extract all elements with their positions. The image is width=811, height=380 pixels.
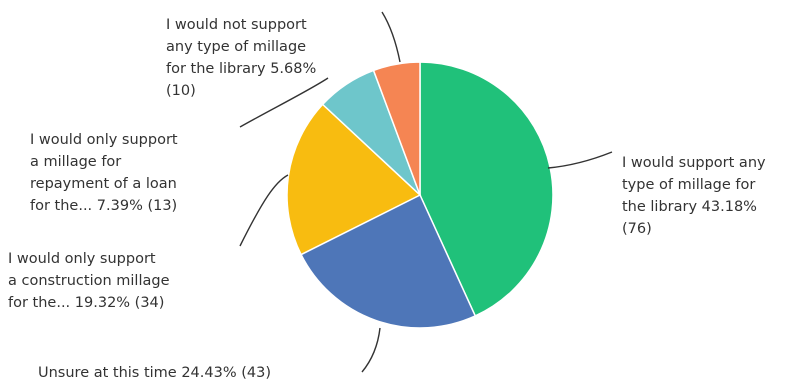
slice-label-line: a millage for — [30, 154, 121, 170]
slice-label-line: Unsure at this time 24.43% (43) — [38, 365, 271, 380]
slice-label: Unsure at this time 24.43% (43) — [38, 365, 271, 380]
slice-label-line: (10) — [166, 83, 196, 99]
slice-label: I would only support a construction milla… — [8, 251, 170, 311]
leader-line — [239, 174, 289, 247]
leader-lines — [239, 11, 613, 373]
slice-label-line: for the library 5.68% — [166, 61, 316, 77]
slice-label: I would not support any type of millage fo… — [166, 17, 316, 99]
pie-slices — [286, 61, 554, 329]
slice-label: I would only support a millage for repayme… — [30, 132, 178, 214]
slice-label-line: type of millage for — [622, 177, 755, 193]
slice-label-line: the library 43.18% — [622, 199, 757, 215]
pie-slice — [372, 61, 421, 196]
leader-line — [381, 11, 401, 63]
slice-label-line: I would support any — [622, 155, 766, 171]
pie-slice — [300, 193, 477, 329]
leader-line — [547, 151, 613, 169]
slice-label-line: for the... 7.39% (13) — [30, 198, 177, 214]
leader-line — [239, 77, 329, 128]
slice-label-line: for the... 19.32% (34) — [8, 295, 164, 311]
slice-label-line: I would only support — [8, 251, 156, 267]
slice-label: I would support any type of millage for th… — [622, 155, 766, 237]
pie-slice — [286, 103, 422, 256]
slice-label-line: (76) — [622, 221, 652, 237]
slice-label-line: I would not support — [166, 17, 307, 33]
slice-label-line: any type of millage — [166, 39, 306, 55]
leader-line — [361, 327, 381, 373]
pie-slice — [419, 61, 554, 317]
slice-label-line: a construction millage — [8, 273, 170, 289]
slice-labels: I would support any type of millage for th… — [8, 17, 766, 380]
slice-label-line: repayment of a loan — [30, 176, 177, 192]
slice-label-line: I would only support — [30, 132, 178, 148]
